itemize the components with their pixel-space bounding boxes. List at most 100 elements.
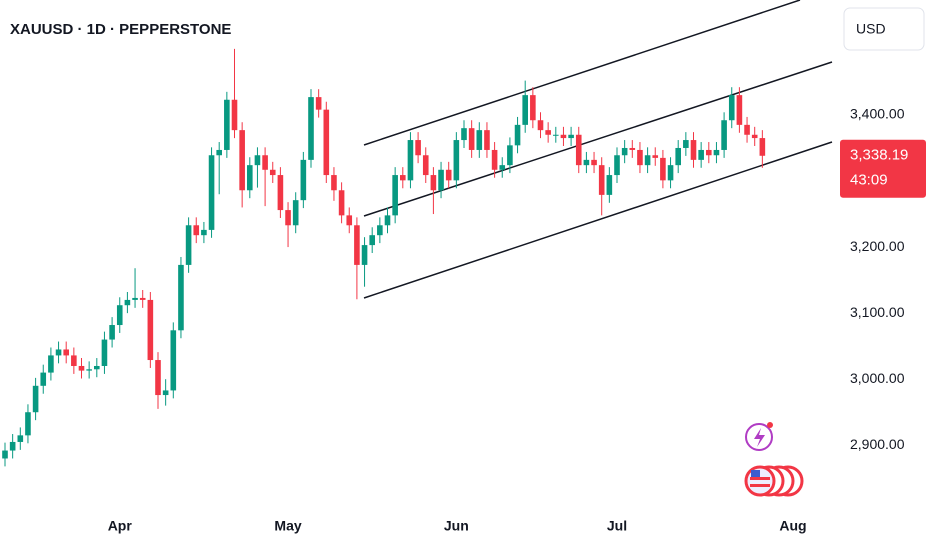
y-tick-label: 3,400.00: [850, 106, 905, 122]
candle-body: [728, 95, 735, 121]
candle: [101, 331, 108, 374]
candle: [315, 89, 322, 118]
candle-body: [583, 159, 590, 166]
candle: [224, 91, 230, 158]
candle-body: [315, 97, 322, 110]
candle-body: [461, 128, 467, 141]
candle-body: [637, 149, 643, 166]
candle-body: [109, 325, 115, 340]
candle: [17, 427, 24, 450]
candle: [55, 341, 62, 364]
candle-body: [621, 147, 628, 156]
currency-label[interactable]: USD: [856, 21, 886, 37]
candle: [683, 132, 689, 156]
candle-body: [491, 149, 498, 170]
candle: [369, 227, 375, 254]
candle-body: [759, 138, 766, 156]
candle: [48, 347, 54, 381]
candle-body: [17, 435, 24, 442]
candle-body: [224, 99, 230, 150]
candle: [667, 157, 674, 189]
candle: [300, 151, 307, 209]
candle-body: [308, 97, 314, 160]
candle: [453, 132, 460, 189]
candle-body: [614, 155, 620, 176]
candle-body: [155, 360, 161, 396]
candle: [40, 364, 47, 394]
candle-body: [354, 225, 360, 265]
candle: [422, 147, 429, 183]
candle-body: [667, 165, 674, 181]
candle-body: [499, 165, 506, 170]
candle-body: [139, 297, 146, 300]
candle-body: [262, 155, 268, 170]
candle: [361, 237, 368, 287]
last-price-text: 3,338.19: [850, 147, 908, 164]
currency-button[interactable]: USD: [843, 7, 925, 51]
candle: [400, 167, 406, 189]
candle-body: [231, 99, 238, 131]
candle: [591, 151, 597, 174]
candle: [568, 126, 574, 146]
candle: [377, 217, 383, 244]
candle-body: [63, 349, 69, 356]
candle-body: [629, 147, 636, 150]
candle: [522, 80, 528, 133]
candle-body: [484, 130, 490, 150]
candle: [468, 120, 475, 158]
candle-body: [285, 210, 291, 226]
candle: [239, 122, 245, 208]
candle: [721, 112, 727, 158]
candle: [438, 161, 444, 199]
candle: [652, 147, 659, 166]
candle: [415, 132, 421, 164]
candle-body: [698, 149, 704, 160]
candle: [323, 101, 330, 183]
candle: [545, 122, 551, 143]
candle-body: [170, 330, 177, 391]
candle-body: [545, 130, 551, 135]
candle: [346, 207, 353, 234]
candle-body: [292, 200, 299, 226]
candle: [713, 142, 720, 164]
candle: [94, 358, 100, 378]
candle-body: [591, 159, 597, 166]
trend-line: [363, 61, 833, 217]
candle: [507, 137, 513, 174]
candle-body: [55, 349, 62, 356]
y-tick-label: 3,000.00: [850, 370, 905, 386]
x-tick-label: Jun: [444, 518, 469, 534]
x-tick-label: May: [274, 518, 301, 534]
candle: [331, 167, 337, 201]
candle-body: [721, 120, 727, 150]
candle: [637, 142, 643, 174]
event-dot: [767, 422, 773, 428]
countdown-text: 43:09: [850, 172, 888, 189]
candle: [728, 87, 735, 129]
candle: [269, 161, 276, 183]
candle-body: [751, 134, 758, 139]
candle: [63, 341, 69, 364]
event-icons: [744, 422, 804, 497]
y-tick-label: 3,100.00: [850, 304, 905, 320]
trend-line: [363, 0, 801, 146]
candle-body: [78, 365, 85, 371]
currency-box[interactable]: [843, 7, 925, 51]
candle: [132, 268, 138, 308]
candle-body: [71, 355, 77, 366]
candle-body: [147, 299, 154, 361]
candle-body: [690, 140, 697, 160]
candle: [560, 126, 567, 146]
candle: [78, 358, 85, 379]
candle-body: [247, 165, 253, 191]
candle: [614, 147, 620, 183]
candle-body: [377, 225, 383, 236]
candle-body: [598, 165, 605, 195]
candle-body: [476, 130, 483, 150]
candle: [109, 317, 115, 348]
candle: [139, 290, 146, 308]
candle-body: [369, 235, 375, 246]
candle: [575, 126, 582, 174]
candle: [170, 322, 177, 399]
candle: [86, 361, 92, 379]
